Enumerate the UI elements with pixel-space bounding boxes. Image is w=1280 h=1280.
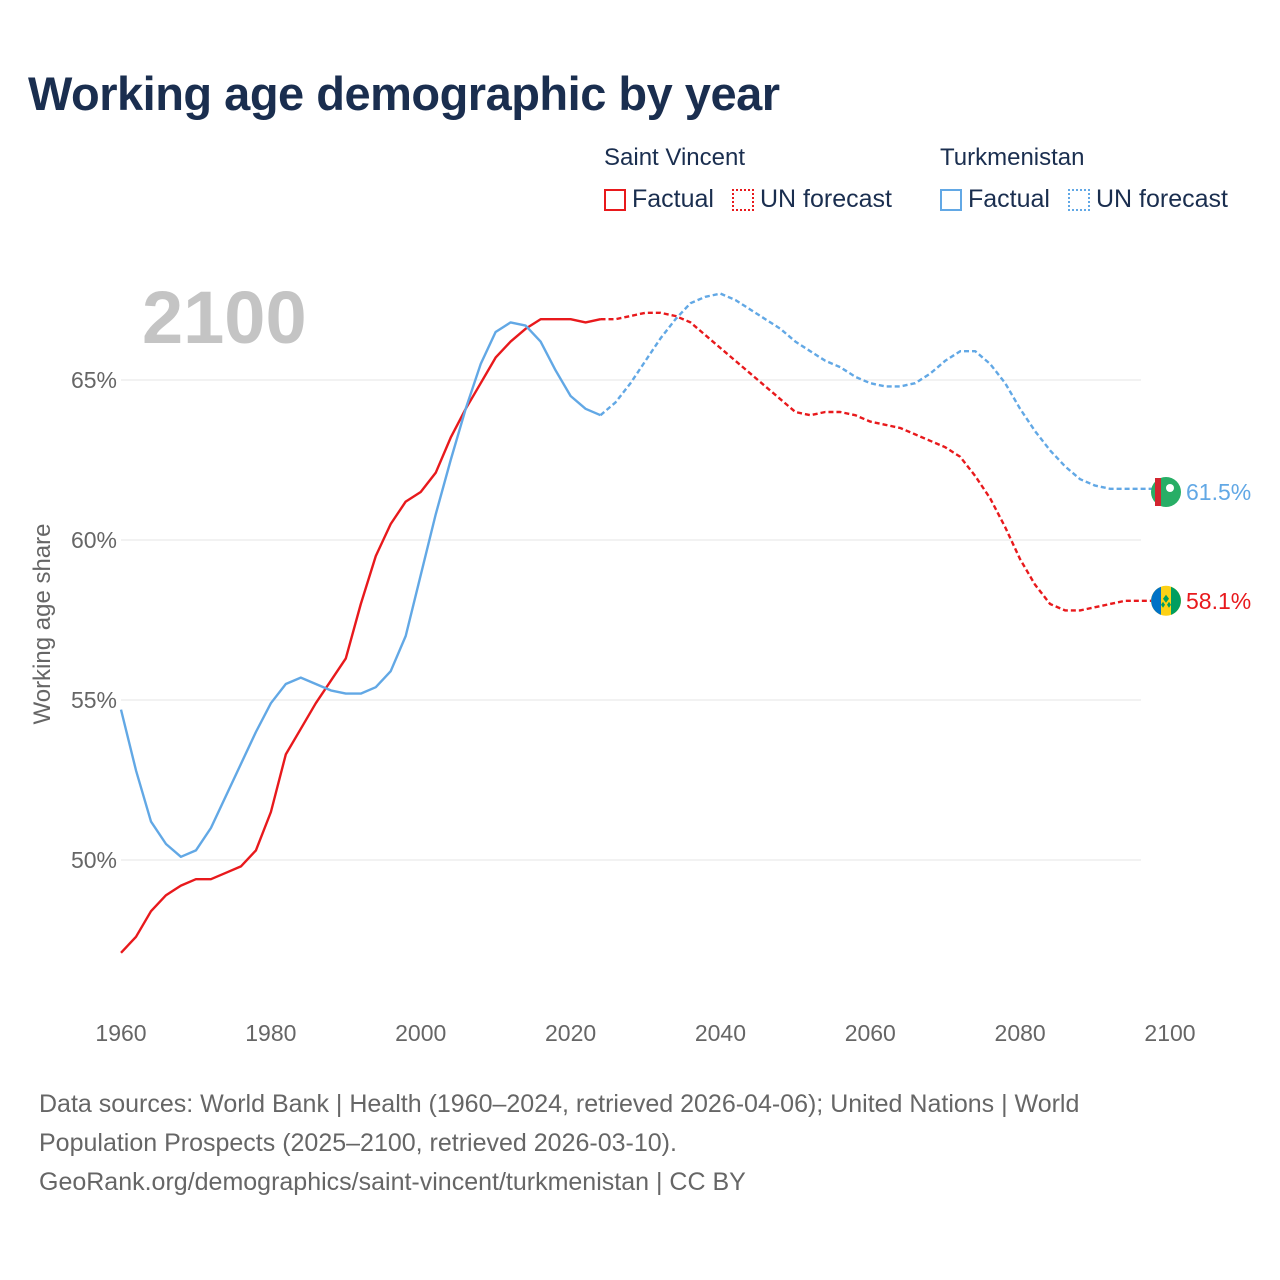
series-line-turkmenistan-forecast[interactable] <box>599 292 1171 494</box>
legend-label: UN forecast <box>1095 185 1228 213</box>
series-line-saint-vincent-forecast[interactable] <box>600 311 1171 612</box>
footer-line: Population Prospects (2025–2100, retriev… <box>39 1129 677 1157</box>
legend-label: Factual <box>968 185 1050 213</box>
y-tick-label: 50% <box>71 847 117 873</box>
legend-swatch-dotted <box>731 188 754 211</box>
y-axis-label: Working age share <box>29 524 56 725</box>
flag-left-band <box>1151 586 1161 615</box>
flag-right-band <box>1171 586 1181 615</box>
data-sources-footer: Data sources: World Bank | Health (1960–… <box>39 1085 1239 1202</box>
footer-line: Data sources: World Bank | Health (1960–… <box>39 1090 1080 1118</box>
legend-item-saint-vincent-factual[interactable]: Factual <box>604 185 714 214</box>
flag-stripe <box>1155 478 1161 506</box>
end-value-label-turkmenistan: 61.5% <box>1186 479 1251 505</box>
x-tick-label: 2060 <box>845 1020 896 1046</box>
x-tick-label: 2100 <box>1144 1020 1195 1046</box>
series-line-saint-vincent-factual[interactable] <box>120 318 601 954</box>
flag-diamonds <box>1161 594 1171 608</box>
legend-group-name: Turkmenistan <box>940 144 1085 171</box>
legend-label: Factual <box>632 185 714 213</box>
legend-swatch-dotted <box>1067 188 1090 211</box>
legend-label: UN forecast <box>759 185 892 213</box>
x-tick-label: 1960 <box>95 1020 146 1046</box>
chart-title: Working age demographic by year <box>28 67 780 120</box>
flag-crescent <box>1166 484 1174 492</box>
legend-group-saint-vincent: Saint Vincent Factual UN forecast <box>604 143 892 214</box>
legend-swatch-solid <box>940 188 962 211</box>
year-watermark: 2100 <box>142 276 307 359</box>
series-line-turkmenistan-factual[interactable] <box>119 321 601 858</box>
legend-group-name: Saint Vincent <box>604 144 745 171</box>
x-tick-label: 2040 <box>695 1020 746 1046</box>
legend-item-turkmenistan-forecast[interactable]: UN forecast <box>1067 185 1228 214</box>
end-value-label-saint-vincent: 58.1% <box>1186 588 1251 614</box>
legend-item-saint-vincent-forecast[interactable]: UN forecast <box>731 185 892 214</box>
legend-item-turkmenistan-factual[interactable]: Factual <box>940 185 1050 214</box>
x-tick-label: 2020 <box>545 1020 596 1046</box>
x-tick-label: 1980 <box>245 1020 296 1046</box>
line-chart: 2100 50% 55% 60% 65% 1960 1980 2000 2020 2040 2060… <box>29 276 1251 1046</box>
x-tick-label: 2000 <box>395 1020 446 1046</box>
y-tick-label: 65% <box>71 367 117 393</box>
legend-group-turkmenistan: Turkmenistan Factual UN forecast <box>940 143 1228 214</box>
y-tick-label: 60% <box>71 527 117 553</box>
footer-line[interactable]: GeoRank.org/demographics/saint-vincent/t… <box>39 1168 746 1196</box>
x-tick-label: 2080 <box>995 1020 1046 1046</box>
legend-swatch-solid <box>604 188 626 211</box>
y-tick-label: 55% <box>71 687 117 713</box>
